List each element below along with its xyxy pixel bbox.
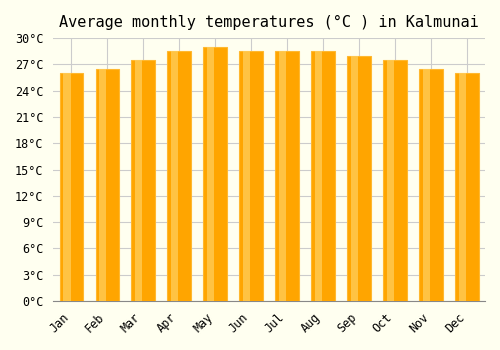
Bar <box>96 69 119 301</box>
Bar <box>352 56 358 301</box>
Bar <box>460 73 466 301</box>
Bar <box>136 60 142 301</box>
Bar <box>208 47 214 301</box>
Bar <box>60 73 83 301</box>
Bar <box>64 73 70 301</box>
Bar <box>348 56 371 301</box>
Bar <box>312 51 335 301</box>
Title: Average monthly temperatures (°C ) in Kalmunai: Average monthly temperatures (°C ) in Ka… <box>59 15 479 30</box>
Bar <box>420 69 442 301</box>
Bar <box>204 47 227 301</box>
Bar <box>172 51 178 301</box>
Bar <box>132 60 155 301</box>
Bar <box>316 51 322 301</box>
Bar <box>168 51 191 301</box>
Bar <box>384 60 406 301</box>
Bar <box>280 51 286 301</box>
Bar <box>100 69 106 301</box>
Bar <box>456 73 478 301</box>
Bar <box>240 51 263 301</box>
Bar <box>276 51 299 301</box>
Bar <box>244 51 250 301</box>
Bar <box>388 60 394 301</box>
Bar <box>424 69 430 301</box>
